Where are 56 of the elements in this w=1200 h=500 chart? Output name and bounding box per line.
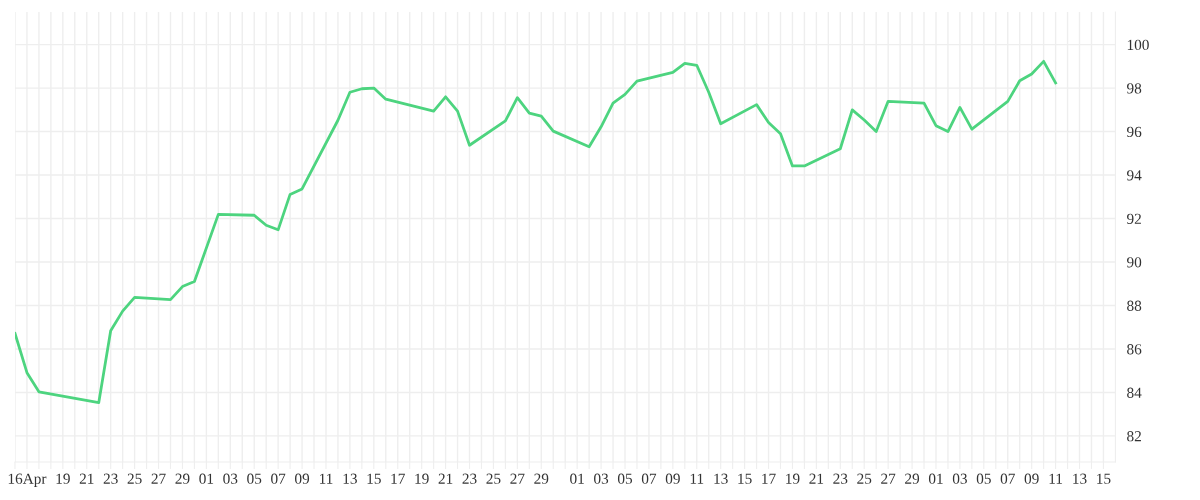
line-series [15, 59, 1057, 405]
x-tick-label: 25 [486, 473, 501, 484]
x-tick-label: 03 [594, 473, 609, 484]
y-tick-label: 82 [1127, 431, 1141, 442]
x-tick-label: 07 [271, 473, 286, 484]
x-tick-label: 15 [367, 473, 381, 484]
x-tick-label: 01 [570, 473, 584, 484]
y-tick-label: 90 [1127, 257, 1142, 268]
y-tick-label: 98 [1127, 83, 1142, 94]
x-tick-label: 09 [1024, 473, 1039, 484]
x-tick-label: 19 [56, 473, 70, 484]
x-tick-label: 25 [857, 473, 872, 484]
y-tick-label: 100 [1127, 39, 1149, 51]
x-tick-label: 07 [641, 473, 657, 484]
x-tick-label: 13 [1073, 473, 1087, 484]
x-tick-label: 23 [103, 473, 118, 484]
x-tick-label: 19 [786, 473, 800, 484]
x-tick-label: 21 [79, 473, 94, 484]
x-tick-label: 23 [833, 473, 848, 484]
x-tick-label: 29 [534, 473, 549, 484]
x-tick-label: 17 [391, 473, 405, 484]
x-tick-label: 16Apr [8, 473, 47, 487]
x-tick-label: 19 [415, 473, 429, 484]
x-tick-label: 17 [762, 473, 776, 484]
y-tick-label: 94 [1127, 170, 1142, 181]
x-tick-label: 11 [690, 473, 704, 484]
x-tick-label: 05 [617, 473, 633, 484]
x-tick-label: 05 [976, 473, 991, 484]
x-tick-label: 27 [881, 473, 896, 484]
x-tick-label: 03 [223, 473, 238, 484]
x-tick-label: 11 [1049, 473, 1063, 484]
x-tick-label: 27 [151, 473, 166, 484]
x-tick-label: 21 [809, 473, 824, 484]
x-tick-label: 29 [175, 473, 190, 484]
x-tick-label: 13 [714, 473, 728, 484]
x-tick-label: 27 [510, 473, 525, 484]
x-tick-label: 03 [952, 473, 967, 484]
y-tick-label: 96 [1127, 126, 1142, 138]
x-tick-label: 09 [665, 473, 680, 484]
x-tick-label: 29 [905, 473, 920, 484]
x-tick-label: 23 [462, 473, 477, 484]
x-tick-label: 21 [438, 473, 453, 484]
y-tick-label: 86 [1127, 344, 1142, 355]
x-tick-label: 01 [928, 473, 943, 484]
x-tick-label: 15 [1097, 473, 1111, 484]
y-tick-label: 88 [1127, 300, 1142, 311]
x-tick-label: 01 [199, 473, 214, 484]
y-tick-label: 84 [1127, 387, 1142, 398]
x-tick-label: 15 [738, 473, 752, 484]
y-tick-label: 92 [1127, 213, 1141, 224]
x-tick-label: 11 [319, 473, 333, 484]
x-tick-label: 07 [1000, 473, 1015, 484]
x-tick-label: 25 [127, 473, 142, 484]
x-tick-label: 13 [343, 473, 357, 484]
x-tick-label: 09 [295, 473, 310, 484]
x-tick-label: 05 [247, 473, 262, 484]
